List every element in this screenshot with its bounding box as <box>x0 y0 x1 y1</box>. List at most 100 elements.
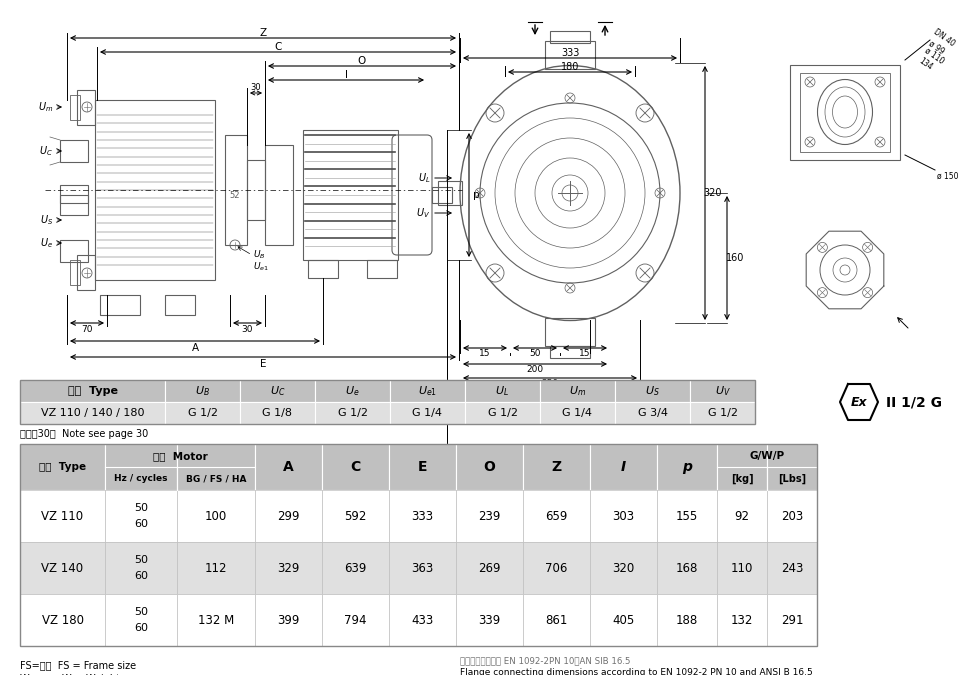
Text: p: p <box>472 190 479 200</box>
Text: 134: 134 <box>917 56 934 72</box>
Bar <box>456 490 523 542</box>
Bar <box>20 542 105 594</box>
Bar <box>615 380 690 402</box>
Text: 203: 203 <box>781 510 803 522</box>
Text: 52: 52 <box>229 190 240 200</box>
Text: 399: 399 <box>277 614 300 626</box>
Text: G 1/8: G 1/8 <box>262 408 292 418</box>
Bar <box>315 380 390 402</box>
Bar <box>790 65 900 160</box>
Bar <box>590 444 657 490</box>
Text: Flange connecting dimensions according to EN 1092-2 PN 10 and ANSI B 16.5: Flange connecting dimensions according t… <box>460 668 813 675</box>
Text: FS=框号  FS = Frame size: FS=框号 FS = Frame size <box>20 660 136 670</box>
Bar <box>322 444 389 490</box>
Text: 320: 320 <box>613 562 635 574</box>
Text: 110: 110 <box>731 562 753 574</box>
Text: I: I <box>620 460 626 474</box>
Text: 60: 60 <box>134 519 148 529</box>
Bar <box>545 41 595 69</box>
Text: G 1/4: G 1/4 <box>562 408 592 418</box>
Bar <box>225 135 247 245</box>
Text: $U_L$: $U_L$ <box>417 171 430 185</box>
Text: 794: 794 <box>345 614 367 626</box>
Text: $U_B$: $U_B$ <box>195 384 210 398</box>
Text: $U_L$: $U_L$ <box>496 384 509 398</box>
Text: ø 99: ø 99 <box>927 40 946 57</box>
Text: G 1/2: G 1/2 <box>338 408 368 418</box>
Bar <box>165 380 240 402</box>
Bar <box>20 402 165 424</box>
Bar <box>690 380 755 402</box>
Text: G 1/4: G 1/4 <box>412 408 442 418</box>
Text: 333: 333 <box>560 48 579 58</box>
Text: 160: 160 <box>726 253 744 263</box>
Text: 60: 60 <box>134 623 148 632</box>
Bar <box>465 402 540 424</box>
Text: E: E <box>259 359 266 369</box>
Text: [kg]: [kg] <box>731 473 753 483</box>
Bar <box>717 594 767 646</box>
Bar <box>523 542 590 594</box>
Bar <box>105 594 177 646</box>
Text: G 1/2: G 1/2 <box>708 408 738 418</box>
Text: 592: 592 <box>345 510 367 522</box>
Bar <box>322 542 389 594</box>
Text: $U_B$: $U_B$ <box>253 249 265 261</box>
Bar <box>767 594 817 646</box>
Text: VZ 140: VZ 140 <box>42 562 83 574</box>
Text: p: p <box>682 460 692 474</box>
Bar <box>255 490 322 542</box>
Bar <box>540 402 615 424</box>
Text: 50: 50 <box>134 556 148 565</box>
Text: VZ 110: VZ 110 <box>42 510 83 522</box>
Bar <box>240 380 315 402</box>
Text: 92: 92 <box>735 510 749 522</box>
Text: 型号  Type: 型号 Type <box>39 462 86 472</box>
Text: 188: 188 <box>676 614 698 626</box>
Text: A: A <box>192 343 198 353</box>
Text: $U_m$: $U_m$ <box>38 100 53 114</box>
Bar <box>100 295 140 315</box>
Bar <box>165 402 240 424</box>
Text: 70: 70 <box>81 325 93 333</box>
Text: $U_S$: $U_S$ <box>40 213 53 227</box>
Bar <box>657 542 717 594</box>
Bar <box>657 594 717 646</box>
Text: 100: 100 <box>205 510 227 522</box>
Text: 法兰连接尺寸依据 EN 1092-2PN 10和AN SIB 16.5: 法兰连接尺寸依据 EN 1092-2PN 10和AN SIB 16.5 <box>460 656 630 665</box>
Bar <box>60 140 88 162</box>
Bar <box>389 444 456 490</box>
Bar <box>20 594 105 646</box>
Text: W = 重量  W = Weight: W = 重量 W = Weight <box>20 674 120 675</box>
Text: 291: 291 <box>781 614 803 626</box>
Bar <box>177 490 255 542</box>
Text: 50: 50 <box>134 503 148 513</box>
Bar <box>105 490 177 542</box>
Text: 155: 155 <box>676 510 698 522</box>
Text: 243: 243 <box>781 562 803 574</box>
Bar <box>95 100 215 280</box>
Bar <box>590 594 657 646</box>
Text: $U_{e1}$: $U_{e1}$ <box>418 384 438 398</box>
Text: 659: 659 <box>545 510 567 522</box>
Text: Z: Z <box>259 28 266 38</box>
Text: 333: 333 <box>411 510 434 522</box>
Bar <box>432 187 452 203</box>
Text: Ex: Ex <box>851 396 867 408</box>
Text: 269: 269 <box>478 562 500 574</box>
Text: VZ 180: VZ 180 <box>42 614 83 626</box>
Text: 180: 180 <box>560 62 579 72</box>
Bar <box>590 490 657 542</box>
Text: 861: 861 <box>545 614 567 626</box>
Text: 299: 299 <box>277 510 300 522</box>
Text: 马达  Motor: 马达 Motor <box>153 452 207 462</box>
Bar <box>60 185 88 203</box>
Bar <box>60 240 88 262</box>
Bar <box>438 181 462 205</box>
Bar <box>20 444 105 490</box>
Text: 15: 15 <box>579 350 590 358</box>
Bar <box>20 380 165 402</box>
Bar <box>70 95 80 120</box>
Text: 405: 405 <box>613 614 635 626</box>
Text: 239: 239 <box>478 510 500 522</box>
